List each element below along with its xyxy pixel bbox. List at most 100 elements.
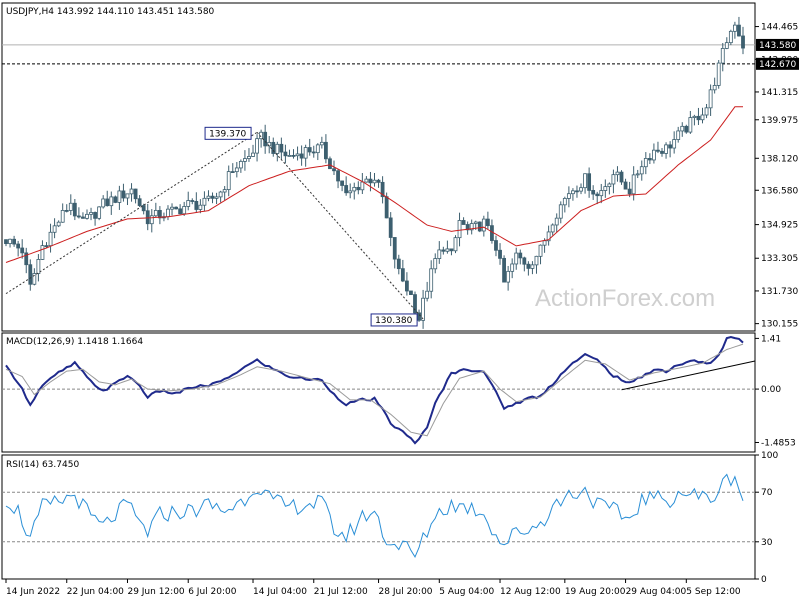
candle [230,171,235,173]
candle [372,179,377,184]
y-tick-label: 139.975 [761,116,798,126]
x-tick-label: 21 Jul 12:00 [314,587,368,597]
swing-line [5,131,258,295]
candle [24,252,29,266]
candle [40,245,45,260]
candle [243,158,247,162]
candle [52,225,57,233]
candle [97,206,102,219]
candle [380,181,385,198]
candle [631,174,636,195]
candle [445,248,450,252]
candle [433,258,438,270]
candle [315,144,320,154]
candle [384,196,389,219]
candle [392,237,397,260]
time-axis: 14 Jun 2022 22 Jun 04:00 29 Jun 12:00 6 Jul… [5,579,741,597]
candle [583,173,587,189]
candle [554,217,559,226]
candle [210,195,215,199]
candle [652,149,656,161]
candle [311,151,316,154]
price-tag-label: 143.580 [759,41,796,51]
candle [186,200,191,207]
candle [546,231,551,242]
candle [170,206,174,210]
candle [668,144,673,149]
x-tick-label: 29 Aug 04:00 [626,587,687,597]
candle [647,158,652,161]
signal-line [5,343,744,437]
trend-line [621,360,756,391]
candle [149,215,154,225]
candle [579,187,583,192]
y-tick-label: 131.730 [761,287,798,297]
candle [198,204,203,210]
candle [12,238,16,245]
candle [417,312,421,321]
candle [388,217,393,238]
y-tick-label: 0.00 [761,385,781,395]
candle [72,202,77,217]
candle [530,264,535,269]
candle [137,198,142,206]
candle [263,131,268,147]
candle [643,158,648,168]
candle [56,221,61,227]
price-annotation-box [204,126,252,140]
candle [328,158,332,170]
candle [109,196,114,207]
x-tick-label: 19 Aug 20:00 [565,587,626,597]
candle [413,294,417,314]
candle [720,48,725,64]
candle [562,198,567,206]
x-tick-label: 12 Aug 12:00 [500,587,561,597]
candle [741,35,745,49]
candle [737,24,741,37]
candle [538,244,543,257]
candle [473,221,478,224]
candle [469,223,474,231]
y-tick-label: 1.41 [761,334,781,344]
candle [461,220,466,225]
candle [368,178,373,184]
price-tag [756,38,799,51]
moving-average-line [5,106,743,263]
candle [153,209,158,217]
candle [44,245,49,248]
candle [194,200,199,210]
candle [117,190,122,203]
candle [376,179,381,183]
x-tick-label: 29 Jun 12:00 [127,587,184,597]
candle [619,171,624,183]
candle [267,141,272,147]
candle [275,143,280,154]
candle [635,173,640,176]
x-tick-label: 5 Aug 04:00 [439,587,494,597]
candle [307,147,312,153]
candle [287,155,292,157]
candle [157,209,162,219]
candle [141,205,146,212]
candle [558,204,563,219]
candle [485,218,490,227]
candle [234,167,239,173]
candle [400,268,405,282]
candle [76,215,81,218]
y-tick-label: 136.580 [761,186,798,196]
candle [522,257,527,265]
candle [704,107,709,116]
candle [599,190,604,197]
candle [364,178,369,183]
candle [182,206,187,215]
candle [490,225,494,241]
candle [449,248,454,252]
candle [514,252,519,265]
candle [303,147,308,159]
x-tick-label: 14 Jul 04:00 [253,587,307,597]
swing-line [256,131,424,320]
macd-line [5,335,744,445]
candle [283,151,288,157]
panel-frame [1,2,756,332]
